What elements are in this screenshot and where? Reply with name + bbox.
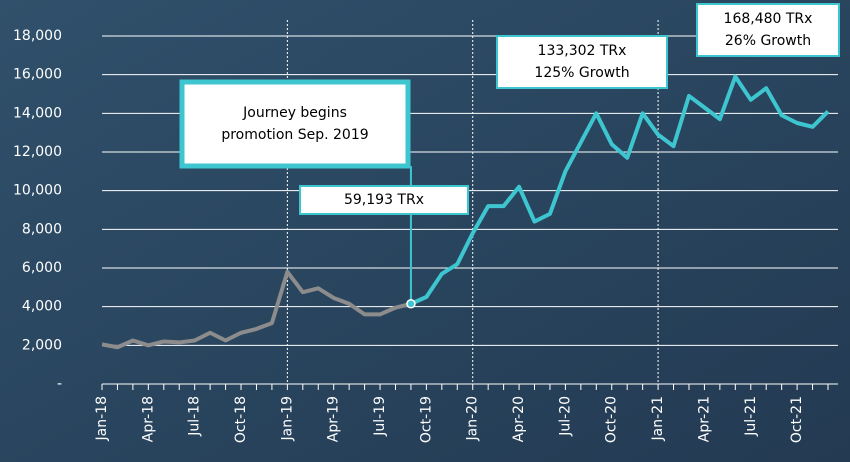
annotation-box [179,79,411,169]
marker [406,299,416,309]
y-tick-label: 14,000 [13,105,62,121]
annotation-text: promotion Sep. 2019 [221,127,368,143]
annotation-text: 26% Growth [725,33,811,49]
series-line [101,269,412,350]
x-tick-label: Jul-21 [743,396,759,437]
annotation-text: 133,302 TRx [538,43,627,59]
annotation: 59,193 TRx [299,185,469,215]
annotation: Journey begins promotion Sep. 2019 [179,79,411,169]
y-tick-label: 10,000 [13,183,62,199]
y-tick-label: 2,000 [22,337,62,353]
x-tick-label: Jul-20 [557,396,573,437]
annotation-box [299,185,469,215]
x-tick-label: Apr-21 [696,396,712,442]
y-tick-label: 8,000 [22,221,62,237]
annotation-text: Journey begins [242,105,347,121]
x-tick-label: Apr-18 [140,396,156,442]
x-tick-label: Oct-21 [789,396,805,443]
annotation-text: 125% Growth [534,65,629,81]
x-tick-label: Oct-19 [418,396,434,443]
y-tick-label: 6,000 [22,260,62,276]
x-tick-label: Oct-20 [604,396,620,443]
annotation: 133,302 TRx 125% Growth [496,35,668,89]
y-tick-label: - [57,376,62,392]
x-tick-label: Apr-20 [511,396,527,442]
y-tick-label: 4,000 [22,299,62,315]
y-tick-label: 12,000 [13,144,62,160]
x-tick-label: Apr-19 [326,396,342,442]
x-tick-label: Jul-19 [372,396,388,437]
annotation-text: 59,193 TRx [344,192,424,208]
x-tick-label: Oct-18 [233,396,249,443]
x-tick-label: Jan-20 [465,396,481,441]
x-tick-label: Jan-21 [650,396,666,441]
x-tick-label: Jan-19 [279,396,295,441]
annotation-text: 168,480 TRx [724,11,813,27]
annotation-box [496,35,668,89]
annotation: 168,480 TRx 26% Growth [696,3,840,57]
annotation-box [696,3,840,57]
series-line [410,74,830,306]
x-tick-label: Jul-18 [187,396,203,437]
y-tick-label: 16,000 [13,67,62,83]
y-tick-label: 18,000 [13,28,62,44]
x-tick-label: Jan-18 [94,396,110,441]
